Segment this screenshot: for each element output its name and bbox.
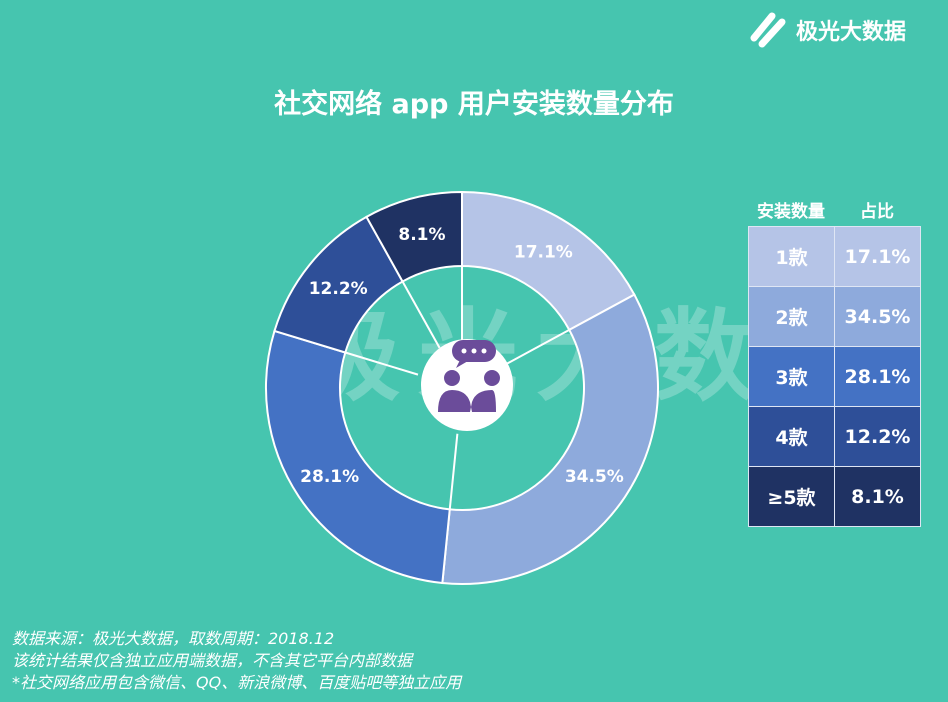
count-cell: 1款: [749, 227, 835, 286]
share-cell: 8.1%: [835, 467, 921, 526]
count-cell: ≥5款: [749, 467, 835, 526]
slice-label: 8.1%: [398, 225, 445, 245]
header-share: 占比: [860, 201, 894, 222]
divider-line: [501, 329, 570, 367]
divider-line: [401, 280, 441, 349]
count-cell: 4款: [749, 407, 835, 466]
divider-line: [344, 351, 419, 376]
donut-slice-3: [265, 329, 451, 585]
brand-icon: [750, 12, 786, 48]
share-cell: 34.5%: [835, 287, 921, 346]
slice-label: 34.5%: [565, 467, 624, 487]
note-source: 数据来源：极光大数据，取数周期：2018.12: [12, 629, 335, 648]
table-row: 3款 28.1%: [749, 347, 921, 407]
share-cell: 12.2%: [835, 407, 921, 466]
footnotes: 数据来源：极光大数据，取数周期：2018.12 该统计结果仅含独立应用端数据，不…: [12, 628, 461, 694]
chart-title: 社交网络 app 用户安装数量分布: [274, 89, 674, 120]
note-definition: *社交网络应用包含微信、QQ、新浪微博、百度贴吧等独立应用: [12, 673, 462, 692]
share-cell: 28.1%: [835, 347, 921, 406]
data-table: 安装数量 占比 1款 17.1% 2款 34.5% 3款 28.1% 4款 12.2% ≥5款 8.…: [748, 192, 921, 527]
note-scope: 该统计结果仅含独立应用端数据，不含其它平台内部数据: [12, 651, 413, 670]
table-row: 2款 34.5%: [749, 287, 921, 347]
table-row: 1款 17.1%: [749, 227, 921, 287]
donut-slice-2: [441, 293, 659, 585]
slice-label: 28.1%: [300, 467, 359, 487]
center-icon: [421, 339, 513, 431]
slice-label: 12.2%: [309, 279, 368, 299]
brand-logo: 极光大数据: [748, 10, 906, 50]
slice-label: 17.1%: [514, 242, 573, 262]
count-cell: 2款: [749, 287, 835, 346]
table-row: ≥5款 8.1%: [749, 467, 921, 527]
share-cell: 17.1%: [835, 227, 921, 286]
count-cell: 3款: [749, 347, 835, 406]
header-count: 安装数量: [757, 201, 825, 222]
divider-line: [448, 433, 459, 510]
table-row: 4款 12.2%: [749, 407, 921, 467]
donut-slice-5: [365, 190, 463, 283]
brand-name: 极光大数据: [796, 20, 907, 45]
